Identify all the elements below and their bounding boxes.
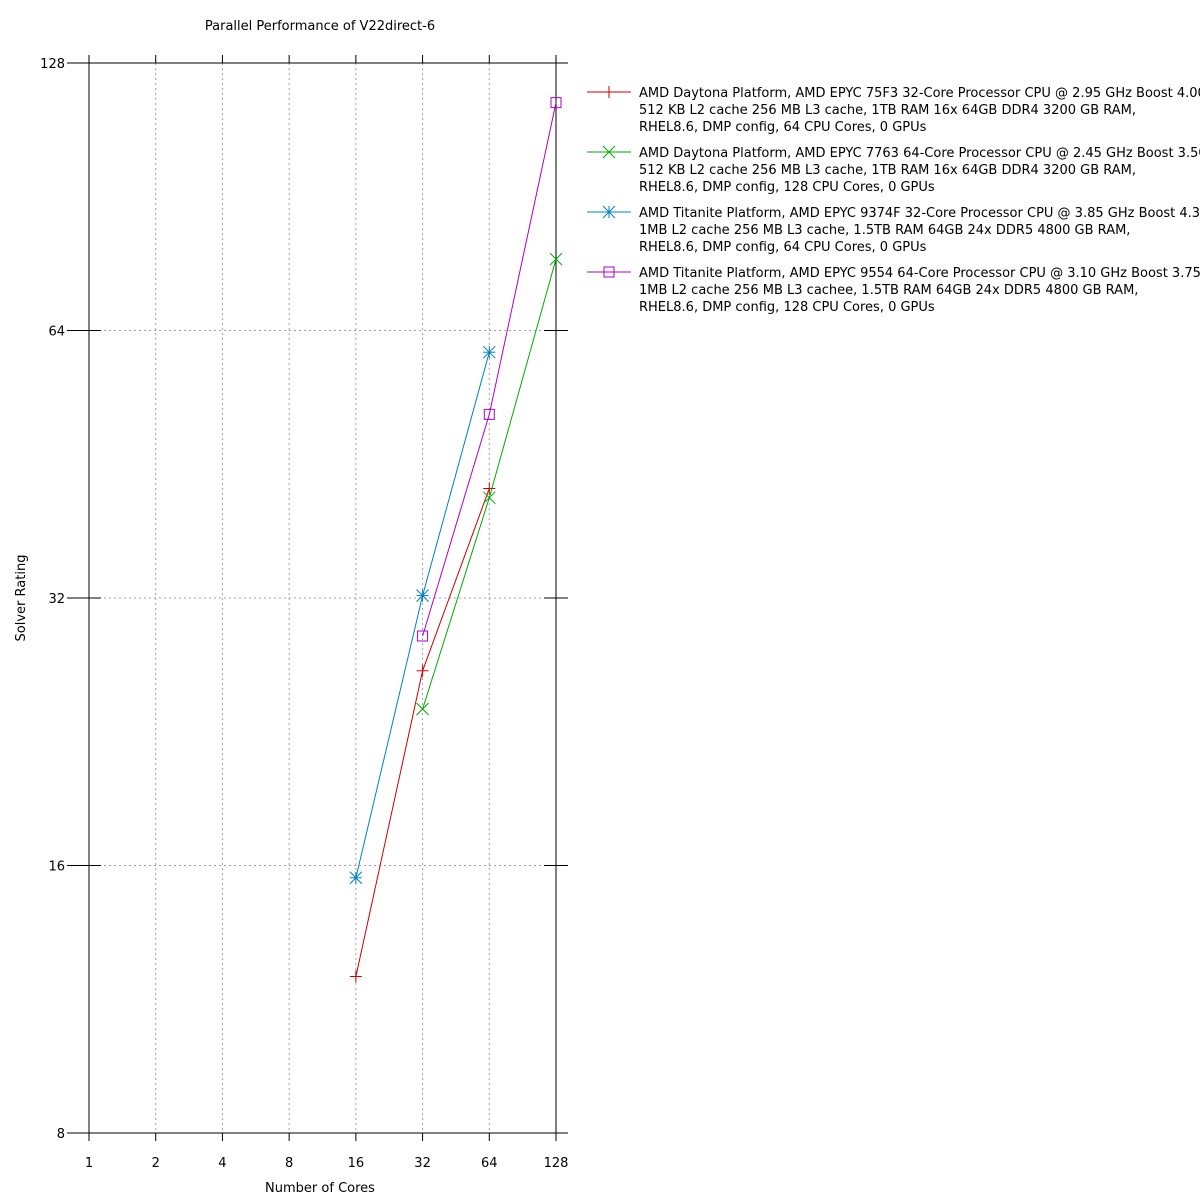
- series-1: [349, 482, 496, 983]
- legend-label: RHEL8.6, DMP config, 64 CPU Cores, 0 GPU…: [639, 120, 927, 135]
- data-point: [416, 589, 429, 602]
- series-4: [417, 97, 562, 642]
- data-point: [417, 630, 429, 642]
- legend-label: 1MB L2 cache 256 MB L3 cachee, 1.5TB RAM…: [639, 283, 1138, 298]
- legend-label: 512 KB L2 cache 256 MB L3 cache, 1TB RAM…: [639, 163, 1136, 178]
- legend-label: AMD Daytona Platform, AMD EPYC 7763 64-C…: [639, 146, 1200, 161]
- legend-entry-4: AMD Titanite Platform, AMD EPYC 9554 64-…: [587, 266, 1200, 315]
- legend-label: AMD Titanite Platform, AMD EPYC 9374F 32…: [639, 206, 1200, 221]
- legend: AMD Daytona Platform, AMD EPYC 75F3 32-C…: [587, 86, 1200, 315]
- x-tick-label: 2: [152, 1156, 160, 1171]
- data-point: [482, 345, 496, 359]
- y-axis-label: Solver Rating: [14, 555, 29, 642]
- axis-ticks: 1 2 4 8 16 32 64 128 8 16 32 64 128: [40, 55, 568, 1171]
- legend-swatch-marker: [603, 86, 615, 98]
- y-tick-label: 16: [48, 860, 65, 875]
- data-point: [483, 482, 496, 495]
- legend-label: 512 KB L2 cache 256 MB L3 cache, 1TB RAM…: [639, 103, 1136, 118]
- series-3: [349, 345, 496, 885]
- x-tick-label: 8: [285, 1156, 293, 1171]
- chart-title: Parallel Performance of V22direct-6: [205, 19, 435, 34]
- legend-swatch-marker: [602, 145, 616, 159]
- legend-label: AMD Titanite Platform, AMD EPYC 9554 64-…: [639, 266, 1200, 281]
- data-point: [549, 252, 563, 266]
- x-tick-label: 64: [481, 1156, 498, 1171]
- x-tick-label: 1: [85, 1156, 93, 1171]
- legend-label: RHEL8.6, DMP config, 128 CPU Cores, 0 GP…: [639, 300, 935, 315]
- legend-label: RHEL8.6, DMP config, 64 CPU Cores, 0 GPU…: [639, 240, 927, 255]
- x-tick-label: 32: [414, 1156, 431, 1171]
- legend-swatch-marker: [602, 205, 616, 219]
- data-point: [482, 491, 496, 505]
- grid: [89, 63, 556, 1133]
- legend-entry-2: AMD Daytona Platform, AMD EPYC 7763 64-C…: [587, 145, 1200, 195]
- y-tick-label: 64: [48, 325, 65, 340]
- series-2: [416, 252, 563, 716]
- x-tick-label: 16: [348, 1156, 365, 1171]
- data-point: [416, 664, 429, 677]
- x-tick-label: 128: [544, 1156, 569, 1171]
- series-group: [349, 97, 563, 983]
- y-tick-label: 128: [40, 57, 65, 72]
- series-line: [422, 102, 557, 637]
- legend-swatch-marker: [603, 266, 615, 278]
- legend-label: 1MB L2 cache 256 MB L3 cache, 1.5TB RAM …: [639, 223, 1130, 238]
- legend-label: AMD Daytona Platform, AMD EPYC 75F3 32-C…: [639, 86, 1200, 101]
- legend-entry-1: AMD Daytona Platform, AMD EPYC 75F3 32-C…: [587, 86, 1200, 135]
- y-tick-label: 32: [48, 592, 65, 607]
- legend-entry-3: AMD Titanite Platform, AMD EPYC 9374F 32…: [587, 205, 1200, 255]
- data-point: [349, 871, 363, 885]
- data-point: [550, 97, 562, 109]
- legend-label: RHEL8.6, DMP config, 128 CPU Cores, 0 GP…: [639, 180, 935, 195]
- x-tick-label: 4: [218, 1156, 226, 1171]
- data-point: [349, 970, 362, 983]
- data-point: [416, 702, 429, 716]
- x-axis-label: Number of Cores: [265, 1181, 375, 1196]
- y-tick-label: 8: [57, 1127, 65, 1142]
- data-point: [483, 408, 495, 420]
